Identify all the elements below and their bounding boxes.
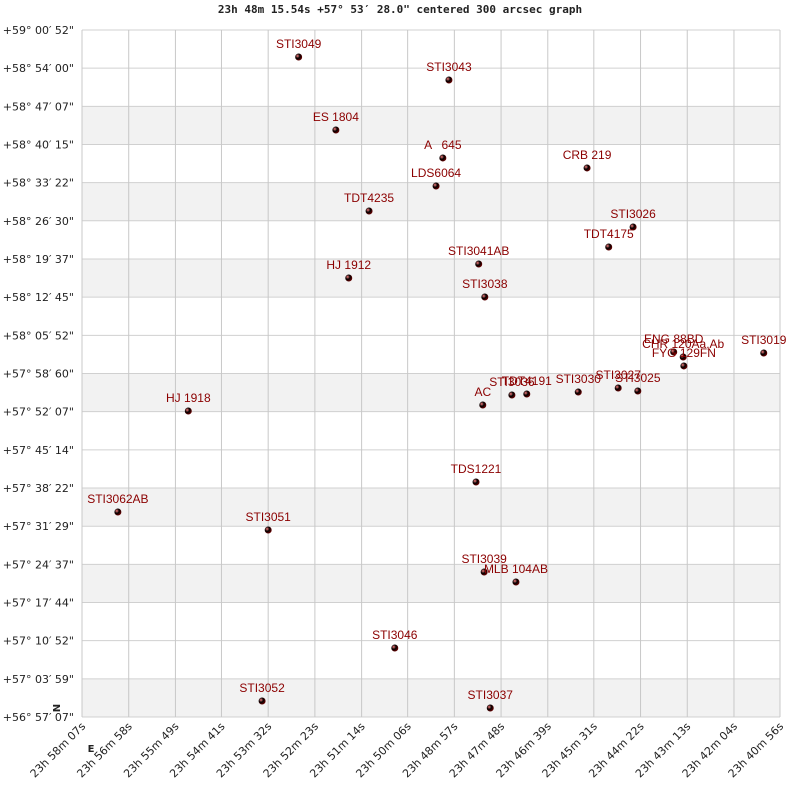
chart-title: 23h 48m 15.54s +57° 53′ 28.0" centered 3… (218, 3, 582, 16)
star-marker (634, 387, 642, 395)
star-marker (614, 384, 622, 392)
star-label: STI3030 (556, 372, 602, 386)
y-tick-label: +57° 45′ 14" (3, 444, 74, 457)
star-label: STI3049 (276, 37, 322, 51)
star-label: MLB 104AB (484, 562, 548, 576)
y-tick-label: +57° 31′ 29" (3, 520, 74, 533)
star-label: STI3027 (596, 368, 642, 382)
star-label: TDT4235 (344, 191, 394, 205)
star-marker (472, 478, 480, 486)
star-label: LDS6064 (411, 166, 461, 180)
star-label: STI3019 (741, 333, 787, 347)
star-label: A 645 (424, 138, 462, 152)
y-tick-label: +57° 24′ 37" (3, 558, 74, 571)
star-marker (264, 526, 272, 534)
star-marker (680, 362, 688, 370)
star-label: TDS1221 (451, 462, 502, 476)
star-marker (184, 407, 192, 415)
y-tick-label: +57° 38′ 22" (3, 482, 74, 495)
star-marker (481, 293, 489, 301)
star-label: STI3051 (245, 510, 291, 524)
star-marker (629, 223, 637, 231)
star-marker (760, 349, 768, 357)
star-label: STI3039 (461, 552, 507, 566)
star-label: HJ 1912 (326, 258, 371, 272)
star-marker (574, 388, 582, 396)
compass-north: N (52, 704, 63, 712)
star-label: STI3046 (372, 628, 418, 642)
row-band (82, 373, 780, 412)
star-label: ES 1804 (313, 110, 359, 124)
star-marker (365, 207, 373, 215)
star-label: STI3025 (615, 371, 661, 385)
y-tick-label: +58° 33′ 22" (3, 177, 74, 190)
y-tick-label: +58° 40′ 15" (3, 138, 74, 151)
star-marker (258, 697, 266, 705)
star-marker (295, 53, 303, 61)
star-marker (432, 182, 440, 190)
star-marker (679, 353, 687, 361)
star-label: STI3043 (426, 60, 472, 74)
y-tick-label: +57° 03′ 59" (3, 673, 74, 686)
y-tick-label: +58° 05′ 52" (3, 329, 74, 342)
star-marker (508, 391, 516, 399)
star-marker (439, 154, 447, 162)
row-band (82, 488, 780, 527)
y-tick-label: +58° 47′ 07" (3, 100, 74, 113)
star-marker (391, 644, 399, 652)
y-tick-label: +58° 19′ 37" (3, 253, 74, 266)
row-band (82, 564, 780, 603)
star-label: HJ 1918 (166, 391, 211, 405)
y-tick-label: +57° 17′ 44" (3, 597, 74, 610)
star-marker (583, 164, 591, 172)
y-tick-label: +57° 10′ 52" (3, 635, 74, 648)
star-marker (332, 126, 340, 134)
star-label: FYG 129FN (652, 346, 716, 360)
star-label: STI3036 (489, 375, 535, 389)
star-marker (345, 274, 353, 282)
star-marker (605, 243, 613, 251)
row-band (82, 678, 780, 717)
y-tick-label: +58° 26′ 30" (3, 215, 74, 228)
star-label: STI3041AB (448, 244, 509, 258)
star-label: STI3026 (610, 207, 656, 221)
star-marker (114, 508, 122, 516)
star-label: CRB 219 (563, 148, 612, 162)
star-label: ENG 88BD (644, 332, 704, 346)
y-tick-label: +59° 00′ 52" (3, 24, 74, 37)
star-marker (486, 704, 494, 712)
y-tick-label: +57° 52′ 07" (3, 406, 74, 419)
star-marker (512, 578, 520, 586)
row-band (82, 182, 780, 221)
y-tick-label: +58° 54′ 00" (3, 62, 74, 75)
compass-east: E (88, 744, 95, 755)
star-marker (479, 401, 487, 409)
star-label: AC (474, 385, 491, 399)
star-label: STI3038 (462, 277, 508, 291)
star-label: STI3037 (468, 688, 514, 702)
y-tick-label: +56° 57′ 07" (3, 711, 74, 724)
y-tick-label: +57° 58′ 60" (3, 367, 74, 380)
star-label: TDT4175 (584, 227, 634, 241)
star-label: STI3062AB (87, 492, 148, 506)
star-label: CHR 120Aa,Ab (642, 337, 724, 351)
star-marker (445, 76, 453, 84)
star-marker (475, 260, 483, 268)
row-band (82, 259, 780, 298)
star-marker (523, 390, 531, 398)
star-label: TDT4191 (502, 374, 552, 388)
row-band (82, 106, 780, 145)
star-marker (670, 348, 678, 356)
y-tick-label: +58° 12′ 45" (3, 291, 74, 304)
star-label: STI3052 (239, 681, 285, 695)
star-marker (480, 568, 488, 576)
